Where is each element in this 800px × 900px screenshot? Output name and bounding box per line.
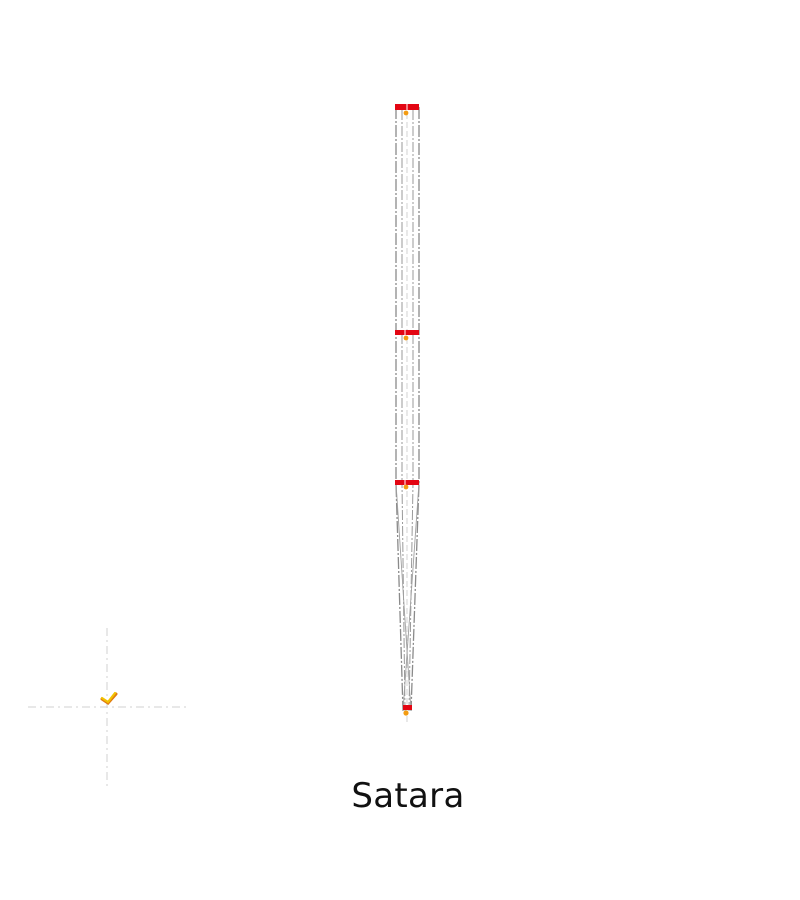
tower-outer-right (410, 107, 420, 712)
tower-structure (395, 104, 420, 724)
node-middle (403, 335, 409, 341)
tower-outer-left (395, 107, 404, 712)
node-lower (403, 484, 409, 490)
checkmark-icon (100, 691, 118, 705)
node-base (403, 710, 409, 716)
tower-brace-a (395, 482, 412, 712)
origin-crosshair (28, 628, 188, 788)
drawing-caption: Satara (351, 776, 465, 816)
crossbar-base (403, 705, 412, 710)
tower-brace-b (402, 482, 420, 712)
crossbar-middle (395, 330, 419, 335)
node-top (403, 110, 409, 116)
tower-inner-left (401, 110, 406, 712)
crossbar-lower (395, 480, 419, 485)
